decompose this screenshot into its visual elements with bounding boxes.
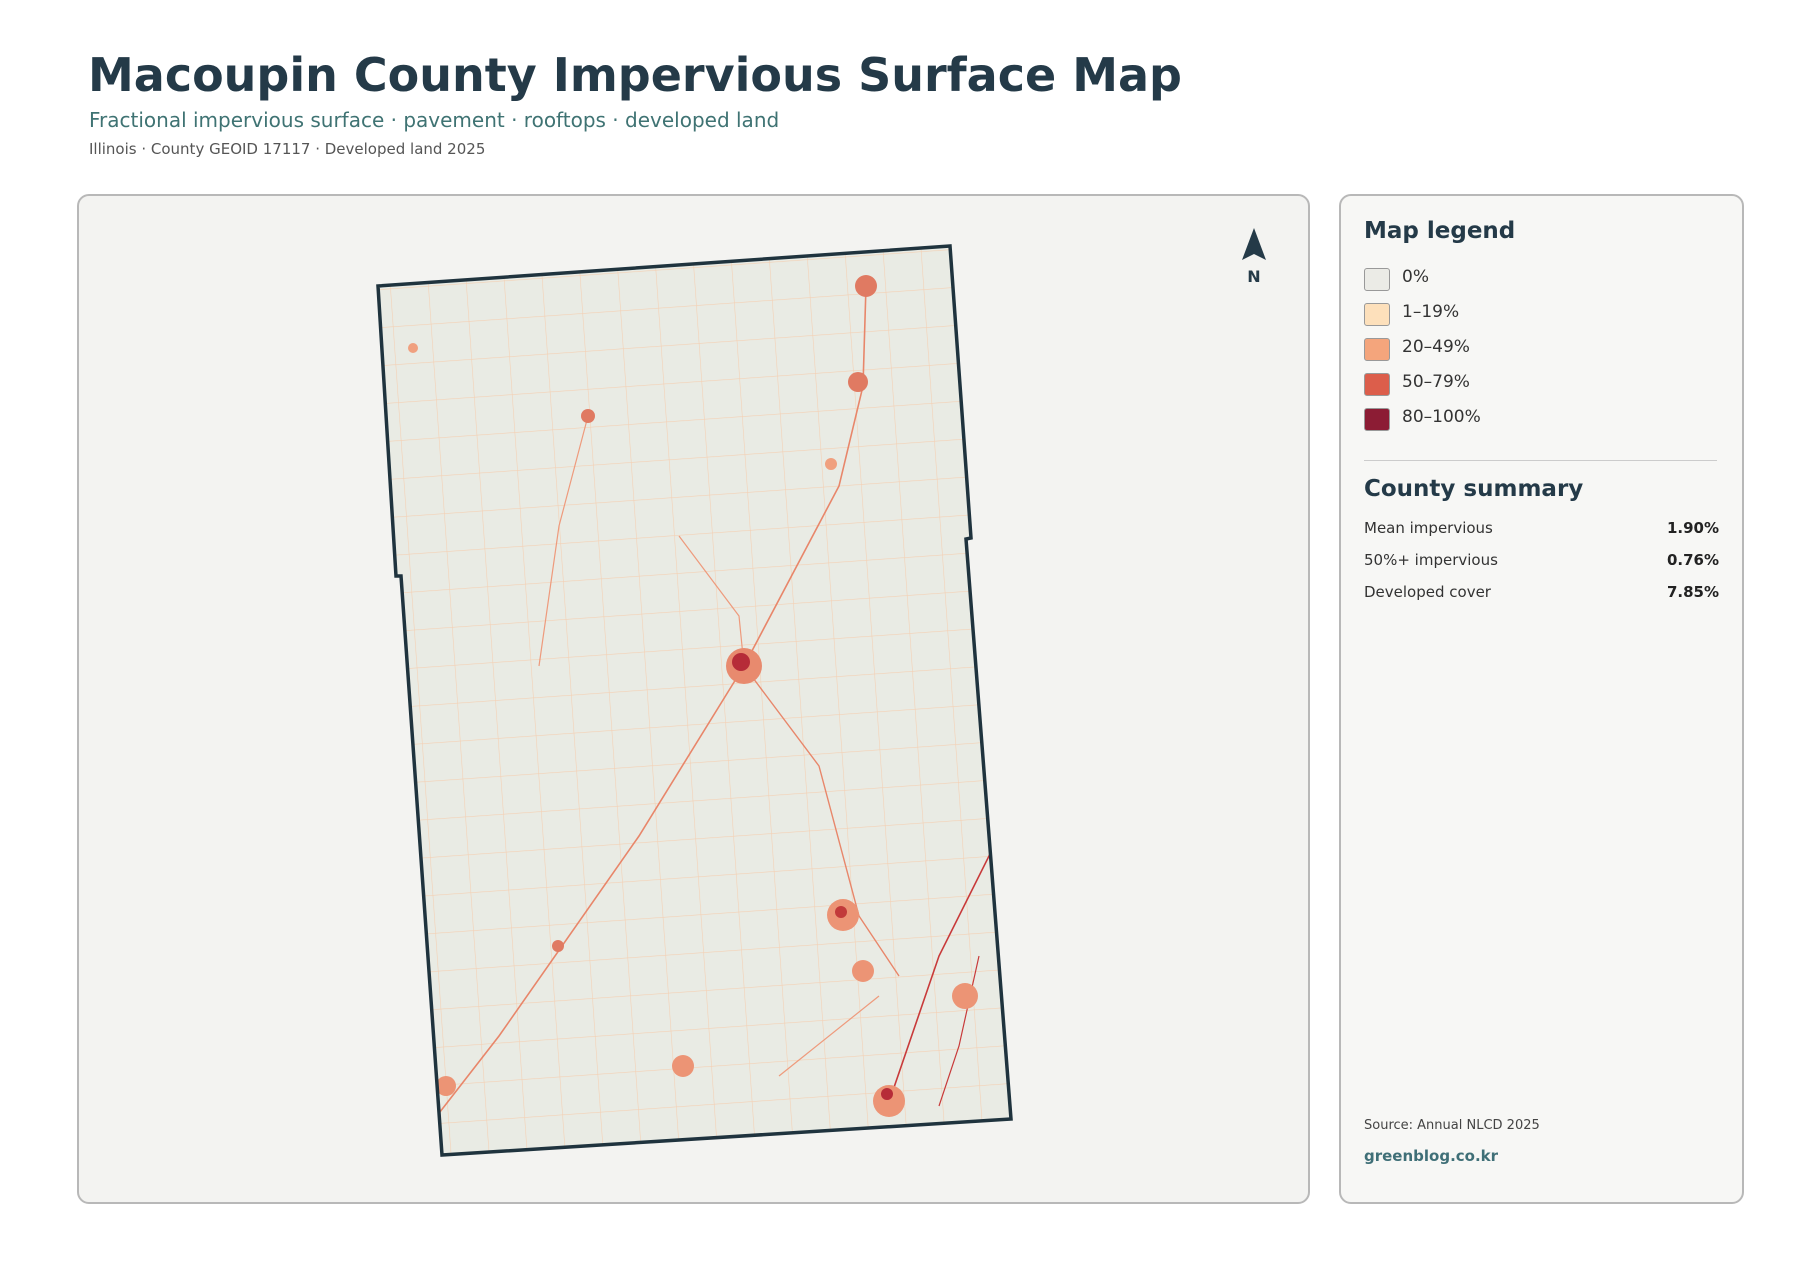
legend-swatch: [1364, 408, 1390, 431]
summary-label: Mean impervious: [1364, 519, 1493, 537]
legend-swatch: [1364, 338, 1390, 361]
roads: [378, 246, 1011, 1155]
legend-swatch: [1364, 373, 1390, 396]
map: N: [376, 228, 1266, 1157]
side-panel: Map legend 0% 1–19% 20–49% 50–79% 80–100% Co…: [1339, 194, 1744, 1204]
title: Macoupin County Impervious Surface Map: [88, 48, 1182, 102]
legend-swatch: [1364, 303, 1390, 326]
source: Source: Annual NLCD 2025: [1364, 1118, 1540, 1133]
summary-title: County summary: [1364, 476, 1584, 502]
legend-label: 1–19%: [1402, 302, 1460, 322]
summary-value: 0.76%: [1666, 551, 1719, 569]
legend-label: 20–49%: [1402, 337, 1470, 357]
divider: [1364, 460, 1717, 461]
legend-title: Map legend: [1364, 218, 1516, 244]
county-boundary: [376, 244, 1013, 1157]
legend-label: 80–100%: [1402, 407, 1481, 427]
north-label: N: [1247, 267, 1260, 286]
summary-value: 7.85%: [1666, 583, 1719, 601]
towns: [408, 275, 978, 1117]
legend-label: 0%: [1402, 267, 1429, 287]
legend-swatch: [1364, 268, 1390, 291]
map-panel: N: [77, 194, 1310, 1204]
site: greenblog.co.kr: [1364, 1147, 1499, 1165]
summary-label: 50%+ impervious: [1364, 551, 1498, 569]
legend-label: 50–79%: [1402, 372, 1470, 392]
summary-value: 1.90%: [1666, 519, 1719, 537]
summary-label: Developed cover: [1364, 583, 1491, 601]
north-arrow: [1242, 228, 1266, 260]
meta: Illinois · County GEOID 17117 · Develope…: [89, 140, 486, 158]
subtitle: Fractional impervious surface · pavement…: [89, 108, 780, 132]
